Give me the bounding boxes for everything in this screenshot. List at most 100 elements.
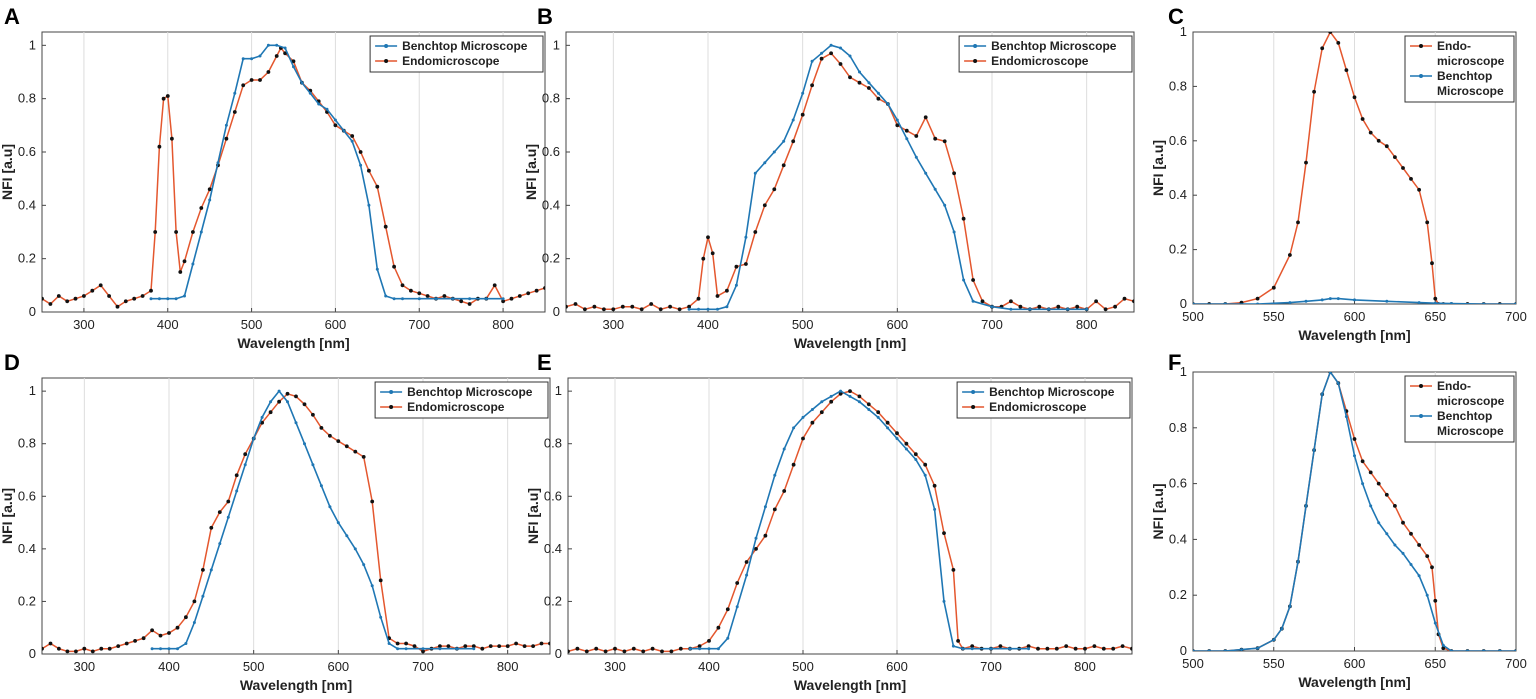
data-point xyxy=(650,646,655,651)
data-point xyxy=(463,644,468,648)
data-point xyxy=(161,96,166,101)
data-point xyxy=(362,563,366,567)
data-point xyxy=(895,123,900,128)
y-tick-label: 0.8 xyxy=(544,436,562,451)
data-point xyxy=(716,307,719,311)
data-point xyxy=(1425,593,1429,597)
data-point xyxy=(192,599,197,604)
data-point xyxy=(772,150,776,154)
data-point xyxy=(725,607,730,612)
data-point xyxy=(839,46,842,50)
data-point xyxy=(191,262,195,266)
legend-marker xyxy=(1419,414,1423,418)
data-point xyxy=(1514,649,1516,651)
data-point xyxy=(90,288,95,293)
data-point xyxy=(753,171,757,175)
data-point xyxy=(217,510,222,514)
x-tick-label: 500 xyxy=(1182,309,1204,324)
plot-area xyxy=(567,377,1133,655)
data-point xyxy=(319,426,324,430)
data-point xyxy=(1336,41,1341,45)
data-point xyxy=(1312,89,1316,94)
y-tick-label: 1 xyxy=(1180,24,1187,39)
data-point xyxy=(970,644,975,648)
data-point xyxy=(848,75,852,80)
chart-panel-f: F 500 550 600 650 700 0 0.2 0.4 0.6 0.8 1 Wavelength… xyxy=(1150,350,1527,690)
data-point xyxy=(1028,307,1032,311)
data-point xyxy=(226,515,230,519)
x-tick-label: 300 xyxy=(73,317,95,332)
data-point xyxy=(866,402,871,407)
data-point xyxy=(1401,520,1405,525)
data-point xyxy=(603,649,608,654)
data-point xyxy=(745,573,749,577)
x-tick-label: 600 xyxy=(327,659,349,674)
data-point xyxy=(1094,299,1098,304)
data-point xyxy=(782,447,786,451)
legend-box xyxy=(1404,35,1515,103)
data-point xyxy=(141,636,146,641)
data-point xyxy=(701,256,706,261)
data-point xyxy=(396,647,400,651)
data-point xyxy=(378,578,383,583)
data-point xyxy=(1288,301,1292,304)
data-point xyxy=(933,507,937,511)
data-point xyxy=(905,137,909,141)
x-tick-label: 800 xyxy=(1074,659,1096,674)
data-point xyxy=(311,463,315,467)
data-point xyxy=(573,302,578,306)
data-point xyxy=(400,283,405,288)
data-point xyxy=(438,644,442,648)
data-point xyxy=(361,455,366,459)
data-point xyxy=(115,304,120,309)
data-point xyxy=(773,473,777,477)
data-point xyxy=(243,452,248,457)
data-point xyxy=(232,110,237,114)
data-point xyxy=(1018,304,1023,309)
legend-label: Benchtop xyxy=(1437,409,1492,423)
data-point xyxy=(258,78,262,82)
legend-marker xyxy=(1419,384,1423,388)
data-point xyxy=(1430,261,1434,266)
data-point xyxy=(1353,454,1356,458)
data-point xyxy=(243,463,247,467)
data-point xyxy=(166,297,170,301)
data-point xyxy=(687,307,691,311)
data-point xyxy=(387,642,391,645)
data-point xyxy=(1304,299,1308,303)
data-point xyxy=(810,83,814,88)
data-point xyxy=(455,647,459,651)
y-tick-label: 0.2 xyxy=(544,593,562,608)
data-point xyxy=(819,410,824,415)
data-point xyxy=(838,62,843,66)
data-point xyxy=(1320,392,1324,396)
panel-label: D xyxy=(4,350,20,375)
data-point xyxy=(446,644,451,648)
data-point xyxy=(715,294,720,298)
y-tick-label: 1 xyxy=(555,383,562,398)
panel-label: A xyxy=(4,4,20,29)
data-point xyxy=(923,462,928,467)
data-point xyxy=(801,436,805,441)
data-point xyxy=(649,302,654,306)
legend-marker xyxy=(973,59,978,63)
x-tick-label: 550 xyxy=(1263,656,1285,671)
data-point xyxy=(1369,504,1373,508)
data-point xyxy=(942,599,946,603)
data-point xyxy=(970,647,974,651)
data-point xyxy=(1360,459,1365,464)
data-point xyxy=(370,499,375,504)
x-tick-label: 400 xyxy=(698,659,720,674)
data-point xyxy=(810,420,815,425)
data-point xyxy=(1193,302,1195,304)
data-point xyxy=(867,408,871,411)
data-point xyxy=(951,644,955,648)
data-point xyxy=(800,112,805,117)
x-axis-label: Wavelength [nm] xyxy=(237,335,349,351)
data-point xyxy=(294,421,298,425)
data-point xyxy=(1036,646,1040,651)
data-point xyxy=(434,297,438,301)
